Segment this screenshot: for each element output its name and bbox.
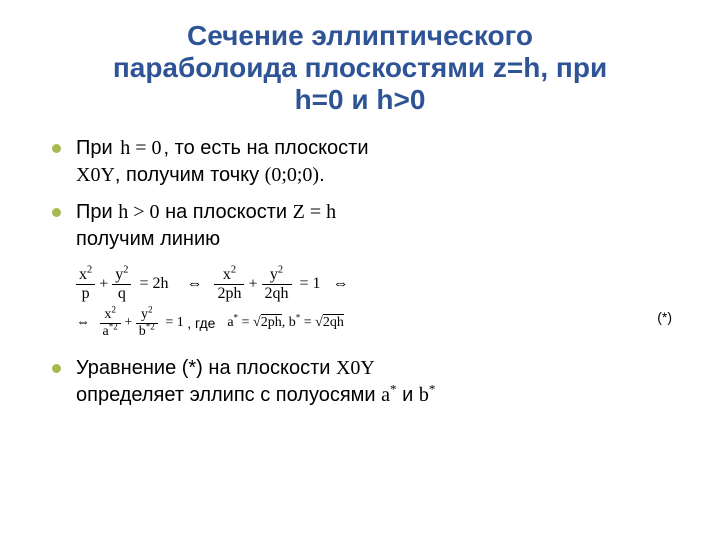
slide-title: Сечение эллиптического параболоида плоск… <box>40 20 680 117</box>
b: b <box>419 384 429 406</box>
frac-y2-q: y2 q <box>112 267 131 302</box>
where-text: , где <box>187 315 219 331</box>
text: . <box>319 164 325 186</box>
text: на плоскости <box>165 201 293 223</box>
math-plane-x0y: X0Y <box>336 357 375 379</box>
a: a <box>381 384 390 406</box>
title-line-3: h=0 и h>0 <box>40 84 680 116</box>
list-item: Уравнение (*) на плоскости X0Y определяе… <box>52 355 680 409</box>
numerator: y <box>270 266 278 283</box>
eq-2h: = 2h <box>139 275 168 292</box>
plus: + <box>99 275 112 292</box>
equation-line-1: x2 p + y2 q = 2h ⇔ x2 2ph + y2 2qh <box>76 267 680 302</box>
eq-1: = 1 <box>300 275 321 292</box>
numerator: x <box>79 266 87 283</box>
text: , то есть на плоскости <box>164 137 369 159</box>
frac-y2-bstar2: y2 b*2 <box>136 308 158 339</box>
b-star: b <box>289 315 296 330</box>
a-star-def: a* = √2ph, b* = √2qh <box>227 315 344 330</box>
title-line-2: параболоида плоскостями z=h, при <box>40 52 680 84</box>
bullet-list: При h = 0, то есть на плоскости X0Y, пол… <box>40 135 680 409</box>
denominator: b <box>139 324 146 339</box>
plus: + <box>248 275 261 292</box>
a-star-label: a* <box>381 384 396 406</box>
iff-icon: ⇔ <box>186 275 202 292</box>
text: , получим точку <box>115 164 265 186</box>
text: Уравнение (*) на плоскости <box>76 357 336 379</box>
frac-x2-p: x2 p <box>76 267 95 302</box>
denominator: 2ph <box>214 284 244 302</box>
math-plane-x0y: X0Y <box>76 164 115 186</box>
title-line-1: Сечение эллиптического <box>40 20 680 52</box>
math-h-gt-0: h > 0 <box>118 201 159 223</box>
text: определяет эллипс с полуосями <box>76 384 381 406</box>
frac-x2-astar2: x2 a*2 <box>100 308 121 339</box>
sqrt-arg: 2ph <box>261 314 282 330</box>
list-item: При h > 0 на плоскости Z = h получим лин… <box>52 199 680 339</box>
text: получим линию <box>76 228 220 250</box>
equation-line-2: ⇔ x2 a*2 + y2 b*2 = 1 , где a* = √2ph, b… <box>76 308 680 339</box>
text: При <box>76 201 118 223</box>
and-text: и <box>397 384 419 406</box>
plus: + <box>124 315 135 330</box>
denominator: q <box>112 284 131 302</box>
text: При <box>76 137 113 159</box>
numerator: x <box>223 266 231 283</box>
equation-ref: (*) <box>657 308 672 327</box>
list-item: При h = 0, то есть на плоскости X0Y, пол… <box>52 135 680 189</box>
denominator: 2qh <box>262 284 292 302</box>
math-point-origin: (0;0;0) <box>265 164 319 186</box>
slide: Сечение эллиптического параболоида плоск… <box>0 0 720 540</box>
denominator: p <box>76 284 95 302</box>
math-plane-z-eq-h: Z = h <box>293 201 337 223</box>
numerator: y <box>141 307 148 322</box>
b-star-label: b* <box>419 384 436 406</box>
math-h-eq-0: h = 0 <box>120 137 161 159</box>
sqrt-icon: = √ <box>242 315 261 330</box>
frac-y2-2qh: y2 2qh <box>262 267 292 302</box>
frac-x2-2ph: x2 2ph <box>214 267 244 302</box>
eq-1: = 1 <box>165 315 183 330</box>
comma: , <box>282 315 289 330</box>
iff-icon: ⇔ <box>76 315 90 330</box>
iff-icon: ⇔ <box>333 275 349 292</box>
sqrt-arg: 2qh <box>323 314 344 330</box>
sqrt-icon: = √ <box>304 315 323 330</box>
